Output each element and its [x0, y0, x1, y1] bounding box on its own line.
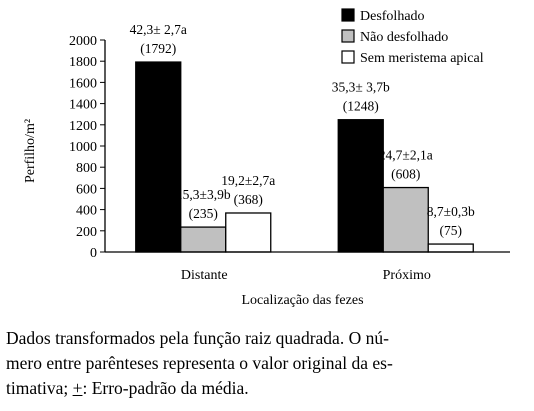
caption-line-2: mero entre parênteses representa o valor…	[6, 353, 393, 373]
x-tick-label: Distante	[181, 268, 228, 283]
legend-swatch-2	[341, 29, 355, 43]
data-label-original: (608)	[391, 167, 420, 182]
legend-swatch-1	[341, 8, 355, 22]
data-label-original: (75)	[440, 223, 463, 238]
data-label-value: 15,3±3,9b	[176, 187, 231, 202]
figure-caption: Dados transformados pela função raiz qua…	[6, 326, 526, 401]
bar-chart: 0 200 400 600 800 1000 1200 1400 1600 1800 2000 42,…	[23, 8, 510, 308]
y-tick-label: 0	[90, 246, 97, 261]
bar-2-2	[382, 186, 429, 253]
legend-label-3: Sem meristema apical	[360, 51, 484, 66]
legend-swatch-3	[341, 50, 355, 64]
y-axis-title: Perfilho/m²	[23, 119, 38, 183]
plus-minus-symbol: +	[72, 378, 83, 398]
data-label-value: 42,3± 2,7a	[130, 22, 187, 37]
data-label-original: (235)	[189, 206, 218, 221]
y-tick-label: 1200	[69, 119, 97, 134]
data-label-value: 19,2±2,7a	[221, 173, 275, 188]
x-tick-label: Próximo	[383, 268, 431, 283]
data-label-original: (368)	[234, 192, 263, 207]
bar-3-1	[225, 212, 272, 253]
y-tick-label: 1400	[69, 98, 97, 113]
bar-3-2	[427, 243, 474, 253]
data-label-value: 8,7±0,3b	[427, 204, 475, 219]
data-label-value: 24,7±2,1a	[379, 148, 433, 163]
data-label-value: 35,3± 3,7b	[332, 80, 390, 95]
data-label-original: (1792)	[140, 41, 176, 56]
y-tick-label: 600	[76, 182, 97, 197]
legend-label-1: Desfolhado	[360, 9, 425, 24]
data-label-original: (1248)	[343, 99, 379, 114]
caption-line-3-start: timativa;	[6, 378, 73, 398]
y-tick-label: 1000	[69, 140, 97, 155]
y-tick-label: 1800	[69, 55, 97, 70]
caption-line-3-end: : Erro-padrão da média.	[82, 378, 249, 398]
bar-1-1	[135, 61, 182, 253]
bar-2-1	[180, 226, 227, 253]
y-tick-label: 2000	[69, 34, 97, 49]
y-tick-label: 800	[76, 161, 97, 176]
y-tick-label: 400	[76, 204, 97, 219]
x-axis-title: Localização das fezes	[241, 293, 363, 308]
y-tick-label: 200	[76, 225, 97, 240]
caption-line-1: Dados transformados pela função raiz qua…	[6, 328, 389, 348]
y-tick-label: 1600	[69, 76, 97, 91]
legend-label-2: Não desfolhado	[360, 30, 448, 45]
bar-1-2	[337, 119, 384, 253]
